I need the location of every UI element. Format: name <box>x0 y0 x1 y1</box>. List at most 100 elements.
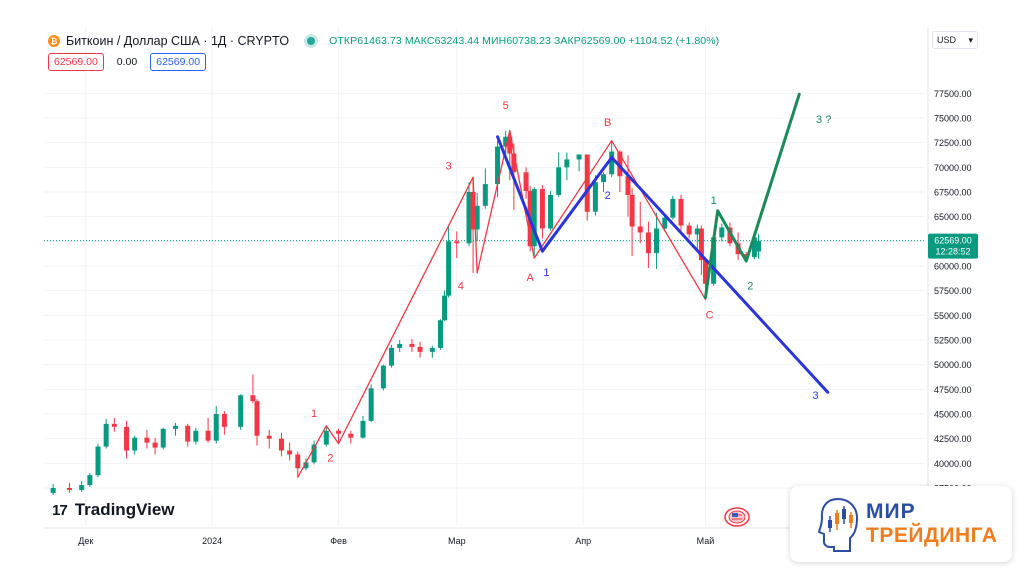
candle-body <box>523 172 529 192</box>
candle-body <box>470 191 476 230</box>
candle-body <box>625 176 631 195</box>
y-tick-label: 52500.00 <box>934 336 972 346</box>
y-tick-label: 45000.00 <box>934 410 972 420</box>
tradingview-mark-icon: 17 <box>52 501 68 519</box>
x-tick-label: Дек <box>78 536 93 546</box>
candle-body <box>711 237 717 284</box>
candle-body <box>360 420 366 438</box>
y-tick-label: 75000.00 <box>934 113 972 123</box>
candle-body <box>144 437 150 443</box>
chart-frame <box>42 27 982 552</box>
ohlc-values: ОТКР61463.73 МАКС63243.44 МИН60738.23 ЗА… <box>329 35 720 47</box>
candle-body <box>694 228 700 235</box>
candle-body <box>503 136 509 147</box>
tradingview-logo-text: TradingView <box>74 500 175 519</box>
candle-body <box>172 425 178 429</box>
candle-body <box>564 159 570 168</box>
candle-body <box>50 488 56 493</box>
currency-select[interactable]: USD ▾ <box>932 31 978 49</box>
x-tick-label: Фев <box>330 536 347 546</box>
wave-label-red: 2 <box>327 452 333 464</box>
y-tick-label: 57500.00 <box>934 286 972 296</box>
candle-body <box>576 154 582 160</box>
candle-body <box>221 414 227 427</box>
candle-body <box>609 151 615 175</box>
candle-body <box>124 426 130 451</box>
sell-price-box[interactable]: 62569.00 <box>48 53 104 71</box>
candle-body <box>686 225 692 235</box>
candle-body <box>629 194 635 227</box>
wave-label-red: 4 <box>458 281 464 293</box>
candle-body <box>205 430 211 441</box>
y-tick-label: 72500.00 <box>934 138 972 148</box>
candle-body <box>429 347 435 352</box>
candle-body <box>193 430 199 442</box>
last-price-countdown: 12:28:52 <box>935 247 970 257</box>
wave-label-blue: 2 <box>605 190 611 202</box>
wave-label-red: B <box>604 117 611 129</box>
candle-body <box>507 136 513 154</box>
candle-body <box>417 346 423 352</box>
wave-label-red: 1 <box>311 408 317 420</box>
candle-body <box>727 227 733 244</box>
y-tick-label: 50000.00 <box>934 360 972 370</box>
last-price-label-bg <box>928 233 978 259</box>
buy-price-box[interactable]: 62569.00 <box>150 53 207 71</box>
candle-body <box>152 442 158 448</box>
candle-body <box>87 475 93 486</box>
candle-body <box>348 433 354 438</box>
candle-body <box>185 425 191 442</box>
candle-body <box>751 237 757 258</box>
candle-body <box>389 347 395 366</box>
wave-label-blue: 1 <box>543 267 549 279</box>
candle-body <box>397 343 403 348</box>
candle-body <box>702 260 708 284</box>
y-tick-label: 60000.00 <box>934 262 972 272</box>
candle-body <box>678 198 684 226</box>
y-tick-label: 47500.00 <box>934 385 972 395</box>
candle-body <box>266 435 272 439</box>
blue-wave-line <box>496 135 830 394</box>
y-tick-label: 55000.00 <box>934 311 972 321</box>
candle-body <box>323 430 329 445</box>
wave-label-green: 2 <box>747 281 753 293</box>
candle-body <box>617 151 623 177</box>
candle-body <box>303 462 309 469</box>
candle-body <box>584 154 590 212</box>
candle-body <box>79 485 85 490</box>
candle-body <box>437 320 443 348</box>
candle-body <box>743 254 749 258</box>
candle-body <box>311 444 317 463</box>
candle-body <box>495 146 501 185</box>
candle-body <box>670 198 676 218</box>
candle-body <box>368 388 374 421</box>
candle-body <box>278 438 284 451</box>
y-tick-label: 65000.00 <box>934 212 972 222</box>
green-wave-line <box>703 92 801 300</box>
candle-body <box>531 189 537 247</box>
wave-label-green: 1 <box>711 195 717 207</box>
candle-body <box>662 217 668 229</box>
candle-body <box>601 174 607 183</box>
head-chart-icon <box>818 497 858 552</box>
us-flag-icon[interactable] <box>724 507 750 527</box>
candle-body <box>511 153 517 173</box>
brand-title-line2: ТРЕЙДИНГА <box>866 524 998 547</box>
candle-body <box>103 423 109 447</box>
y-tick-label: 77500.00 <box>934 89 972 99</box>
candle-body <box>442 295 448 321</box>
candle-body <box>409 343 415 347</box>
wave-label-green: 3 ? <box>816 114 831 126</box>
wave-label-blue: 3 <box>812 390 818 402</box>
candle-body <box>637 226 643 233</box>
brand-watermark: МИР ТРЕЙДИНГА <box>790 486 1012 562</box>
candle-body <box>548 194 554 229</box>
spread-value: 0.00 <box>116 56 138 68</box>
candle-body <box>295 454 301 469</box>
tradingview-logo[interactable]: 17 TradingView <box>52 500 175 520</box>
market-open-indicator <box>307 37 316 45</box>
symbol-header: ₿ Биткоин / Доллар США · 1Д · CRYPTO ОТК… <box>48 31 719 51</box>
wave-label-red: 5 <box>503 100 509 112</box>
symbol-title[interactable]: Биткоин / Доллар США · 1Д · CRYPTO <box>66 34 290 48</box>
